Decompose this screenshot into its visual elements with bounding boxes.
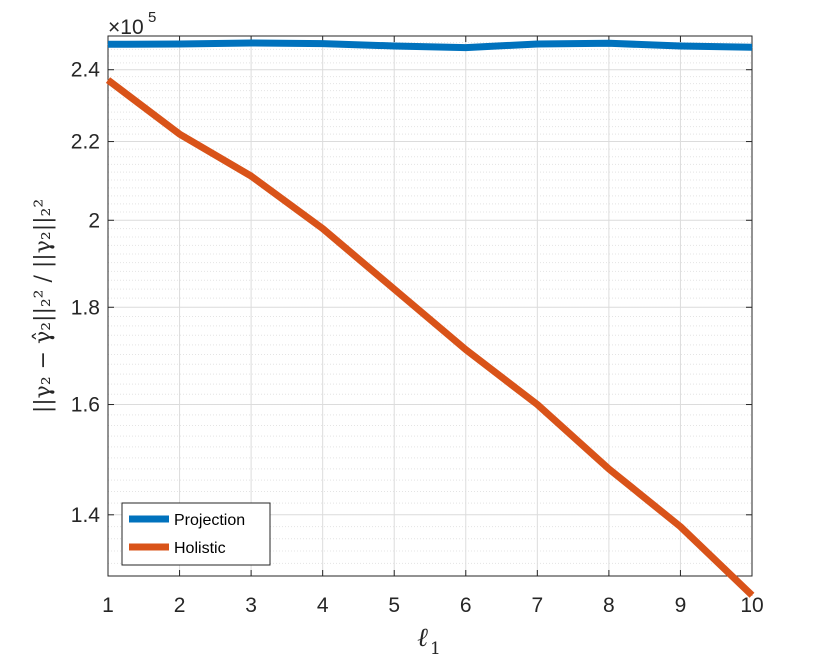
data-point-projection bbox=[250, 42, 252, 44]
data-point-projection bbox=[393, 45, 395, 47]
y-tick-label: 2.4 bbox=[71, 59, 101, 82]
y-tick-label: 1.6 bbox=[71, 394, 100, 417]
data-point-projection bbox=[679, 45, 681, 47]
x-tick-label: 7 bbox=[531, 594, 543, 617]
data-point-projection bbox=[465, 47, 467, 49]
x-tick-label: 4 bbox=[317, 594, 329, 617]
x-tick-label: 1 bbox=[102, 594, 114, 617]
y-tick-label: 2.2 bbox=[71, 131, 100, 154]
axis-ticks: 1.4 1.6 1.8 2 2.2 2.4 1 2 3 4 5 6 7 8 9 10 bbox=[71, 36, 764, 617]
plot-area-frame bbox=[107, 35, 753, 577]
data-point-projection bbox=[751, 46, 753, 48]
data-point-holistic bbox=[679, 526, 681, 528]
data-point-holistic bbox=[751, 594, 753, 596]
data-point-projection bbox=[608, 42, 610, 44]
x-tick-label: 10 bbox=[740, 594, 763, 617]
data-point-projection bbox=[536, 43, 538, 45]
legend-label-holistic: Holistic bbox=[174, 540, 226, 557]
data-point-holistic bbox=[107, 79, 109, 81]
data-point-holistic bbox=[250, 175, 252, 177]
x-tick-label: 9 bbox=[675, 594, 687, 617]
x-tick-label: 6 bbox=[460, 594, 472, 617]
svg-text:1: 1 bbox=[430, 639, 441, 659]
x-tick-label: 3 bbox=[245, 594, 257, 617]
data-point-holistic bbox=[322, 228, 324, 230]
y-tick-label: 1.8 bbox=[71, 296, 100, 319]
y-tick-label: 2 bbox=[88, 209, 100, 232]
grid bbox=[107, 35, 753, 577]
series-line-holistic bbox=[105, 77, 755, 598]
x-axis-title: ℓ 1 bbox=[417, 623, 441, 659]
data-point-holistic bbox=[608, 468, 610, 470]
data-point-holistic bbox=[393, 288, 395, 290]
x-tick-label: 2 bbox=[174, 594, 186, 617]
data-point-holistic bbox=[536, 404, 538, 406]
data-point-projection bbox=[179, 43, 181, 45]
series-layer bbox=[105, 39, 755, 598]
data-point-projection bbox=[107, 43, 109, 45]
legend-box bbox=[121, 502, 271, 566]
data-point-projection bbox=[322, 43, 324, 45]
data-point-holistic bbox=[465, 349, 467, 351]
x-tick-label: 5 bbox=[388, 594, 400, 617]
legend-label-projection: Projection bbox=[174, 512, 245, 529]
y-exponent-base: ×10 bbox=[108, 16, 144, 39]
legend: Projection Holistic bbox=[121, 502, 271, 566]
y-axis-title: ||γ₂ − γ̂₂||₂² / ||γ₂||₂² bbox=[31, 199, 56, 413]
x-tick-label: 8 bbox=[603, 594, 615, 617]
series-line-projection bbox=[107, 39, 753, 52]
data-point-holistic bbox=[179, 133, 181, 135]
svg-text:ℓ: ℓ bbox=[417, 623, 428, 653]
y-exponent-power: 5 bbox=[148, 9, 156, 26]
y-tick-label: 1.4 bbox=[71, 504, 101, 527]
